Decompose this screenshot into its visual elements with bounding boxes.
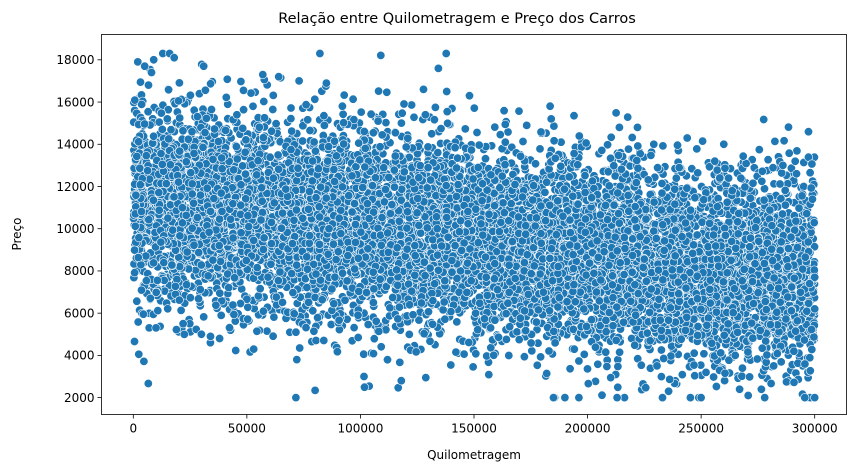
data-point (574, 131, 584, 141)
data-point (495, 130, 505, 140)
data-point (499, 106, 509, 116)
data-point (672, 140, 682, 150)
data-point (735, 384, 745, 394)
data-point (777, 168, 787, 178)
data-point (407, 100, 417, 110)
data-point (418, 84, 428, 94)
data-point (286, 103, 296, 113)
data-point (268, 105, 278, 115)
data-point (246, 88, 256, 98)
data-point (486, 343, 496, 353)
data-point (369, 334, 379, 344)
data-point (248, 101, 258, 111)
data-point (446, 360, 456, 370)
data-point (374, 86, 384, 96)
data-point (301, 100, 311, 110)
data-point (743, 390, 753, 400)
data-point (433, 63, 443, 73)
chart-title: Relação entre Quilometragem e Preço dos … (278, 11, 636, 27)
data-point (656, 372, 666, 382)
data-point (271, 119, 281, 129)
data-point (268, 331, 278, 341)
data-point (239, 85, 249, 95)
data-point (627, 133, 637, 143)
data-point (451, 347, 461, 357)
data-point (653, 163, 663, 173)
data-point (549, 136, 559, 146)
data-point (711, 381, 721, 391)
data-point (602, 361, 612, 371)
data-point (356, 107, 366, 117)
data-point (763, 155, 773, 165)
data-point (399, 99, 409, 109)
data-point (130, 336, 140, 346)
data-point (756, 384, 766, 394)
data-point (472, 128, 482, 138)
data-point (452, 317, 462, 327)
data-point (222, 74, 232, 84)
data-point (522, 120, 532, 130)
data-point (139, 356, 149, 366)
data-point (503, 127, 513, 137)
data-point (409, 112, 419, 122)
data-point (144, 80, 154, 90)
data-point (231, 345, 241, 355)
data-point (179, 329, 189, 339)
data-point (199, 312, 209, 322)
data-point (770, 136, 780, 146)
data-point (565, 364, 575, 374)
data-point (504, 350, 514, 360)
data-point (757, 176, 767, 186)
data-point (606, 373, 616, 383)
data-point (569, 149, 579, 159)
data-point (658, 141, 668, 151)
data-point (185, 293, 195, 303)
data-point (805, 168, 815, 178)
data-point (724, 173, 734, 183)
data-point (799, 182, 809, 192)
data-point (348, 94, 358, 104)
data-point (664, 386, 674, 396)
points-layer (129, 48, 820, 403)
data-point (359, 349, 369, 359)
data-point (366, 109, 376, 119)
data-point (468, 362, 478, 372)
data-point (216, 310, 226, 320)
data-point (783, 122, 793, 132)
data-point (259, 97, 269, 107)
data-point (803, 127, 813, 137)
data-point (134, 349, 144, 359)
data-point (143, 107, 153, 117)
data-point (597, 390, 607, 400)
data-point (381, 118, 391, 128)
data-point (236, 77, 246, 87)
data-point (709, 372, 719, 382)
data-point (359, 382, 369, 392)
data-point (712, 165, 722, 175)
data-point (518, 137, 528, 147)
data-point (682, 133, 692, 143)
data-point (792, 146, 802, 156)
data-point (315, 48, 325, 58)
data-point (689, 348, 699, 358)
data-point (623, 112, 633, 122)
data-point (623, 144, 633, 154)
